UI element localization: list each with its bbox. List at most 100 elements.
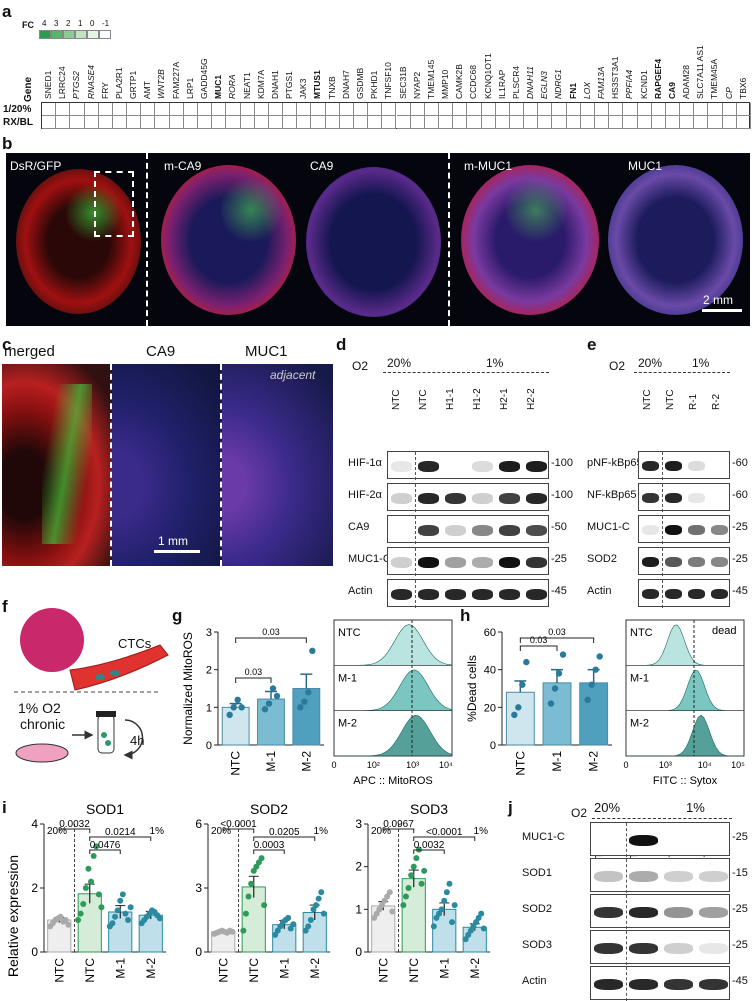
blot-band bbox=[594, 942, 623, 954]
data-point bbox=[547, 700, 555, 707]
blot-strip bbox=[638, 451, 730, 480]
x-tick-label: NTC bbox=[513, 751, 527, 776]
heatmap-cell bbox=[141, 103, 156, 116]
heatmap-cell bbox=[283, 103, 298, 116]
tube-cap bbox=[96, 711, 116, 717]
gene-labels: SNED1 LRRC24 PTGS2 RNASE4 FRY PLA2R1 GRTP1 AMT W… bbox=[0, 0, 756, 105]
heatmap-cell bbox=[84, 103, 99, 116]
gene-label: JAK3 bbox=[298, 78, 309, 99]
gene-label: PLA2R1 bbox=[113, 67, 124, 99]
p-value: 0.03 bbox=[262, 627, 280, 637]
data-point bbox=[301, 698, 308, 705]
data-point bbox=[430, 923, 437, 930]
panel-label-a: a bbox=[2, 2, 12, 21]
blot-band bbox=[665, 557, 682, 567]
blot-strip bbox=[387, 579, 549, 608]
heatmap-cell bbox=[538, 116, 553, 129]
blot-band bbox=[629, 906, 658, 918]
y-tick-label: 4 bbox=[31, 817, 38, 831]
sig-bracket bbox=[253, 836, 316, 841]
blot-band bbox=[445, 492, 466, 504]
blot-band bbox=[445, 556, 466, 568]
blot-row-label: Actin bbox=[348, 585, 373, 597]
blot-band bbox=[629, 834, 658, 846]
blot-band bbox=[418, 556, 439, 568]
gene-label: TBX6 bbox=[737, 77, 748, 99]
y-tick-label: 0 bbox=[206, 740, 212, 752]
blot-band bbox=[391, 492, 412, 504]
blot-band bbox=[526, 492, 547, 504]
blot-band bbox=[472, 460, 493, 472]
gene-label: NEAT1 bbox=[241, 72, 252, 99]
sig-bracket bbox=[89, 836, 152, 841]
cond-1: 1% bbox=[314, 826, 329, 837]
adjacent-label: adjacent bbox=[270, 368, 316, 382]
rotation-arrow bbox=[123, 719, 144, 760]
data-point bbox=[555, 670, 563, 677]
scalebar-c-label: 1 mm bbox=[158, 534, 188, 548]
heatmap-cell bbox=[254, 116, 269, 129]
p-value: 0.0214 bbox=[105, 827, 136, 838]
divider-dashed bbox=[415, 516, 416, 544]
panel-label-c: c bbox=[2, 335, 12, 354]
data-point bbox=[122, 910, 129, 917]
blot-strip bbox=[590, 966, 730, 1001]
panel-label-h: h bbox=[460, 606, 471, 625]
heatmap-cell bbox=[694, 116, 709, 129]
y-tick-label: 2 bbox=[355, 860, 362, 874]
heatmap-cell bbox=[311, 103, 326, 116]
mw-marker: -25 bbox=[732, 521, 748, 533]
blot-band bbox=[472, 524, 493, 536]
label-merged: merged bbox=[4, 343, 55, 360]
heatmap-cell bbox=[325, 116, 340, 129]
data-point bbox=[584, 696, 591, 703]
time-label: 4h bbox=[130, 733, 145, 748]
data-point bbox=[156, 915, 163, 922]
heatmap-cell bbox=[424, 116, 440, 129]
x-tick-label: M-2 bbox=[144, 958, 158, 979]
heatmap-cell bbox=[595, 116, 610, 129]
blot-strip bbox=[590, 930, 730, 965]
cond-20: 20% bbox=[211, 826, 231, 837]
blot-band bbox=[499, 556, 520, 568]
data-point bbox=[480, 925, 487, 932]
data-point bbox=[451, 902, 458, 909]
muc1-green bbox=[506, 175, 566, 245]
data-point bbox=[57, 913, 64, 920]
data-point bbox=[117, 897, 124, 904]
blot-row-label: NF-kBp65 bbox=[587, 489, 637, 501]
gene-label: MMP10 bbox=[440, 69, 451, 99]
histogram-frame bbox=[333, 619, 453, 757]
tumor-muc1 bbox=[608, 165, 743, 315]
divider-2 bbox=[448, 153, 450, 326]
heatmap-cell bbox=[56, 116, 71, 129]
panel-label-g: g bbox=[172, 606, 183, 625]
heatmap-cell bbox=[722, 116, 737, 129]
gene-label: IL1RAP bbox=[496, 69, 507, 99]
gene-label: LRRC24 bbox=[57, 66, 68, 99]
p-value: 0.0967 bbox=[383, 819, 414, 830]
blot-strip bbox=[590, 894, 730, 929]
chart-title: SOD2 bbox=[250, 801, 288, 817]
muc1-image bbox=[222, 364, 333, 566]
blot-band bbox=[665, 589, 682, 599]
bar bbox=[579, 682, 609, 746]
fc-scale-cell-1 bbox=[51, 30, 63, 39]
label-m-ca9: m-CA9 bbox=[164, 159, 202, 173]
blot-row-label: Actin bbox=[522, 975, 547, 987]
cond-1: 1% bbox=[150, 826, 165, 837]
o2-label-d: O2 bbox=[352, 359, 369, 373]
fc-scale-tick-5: -1 bbox=[102, 19, 110, 28]
mw-marker: -25 bbox=[732, 903, 748, 915]
gene-label: NDRG1 bbox=[553, 69, 564, 99]
data-point bbox=[441, 897, 448, 904]
panel-label-j: j bbox=[508, 798, 513, 817]
data-point bbox=[273, 692, 281, 700]
blood-vessel bbox=[69, 644, 169, 691]
histo-tick: 10³ bbox=[659, 760, 672, 770]
data-point bbox=[511, 711, 518, 719]
blot-band bbox=[699, 942, 728, 954]
heatmap-cell bbox=[212, 116, 227, 129]
blot-row-label: pNF-kBp65 bbox=[587, 457, 643, 469]
tumor-cluster bbox=[20, 608, 84, 672]
